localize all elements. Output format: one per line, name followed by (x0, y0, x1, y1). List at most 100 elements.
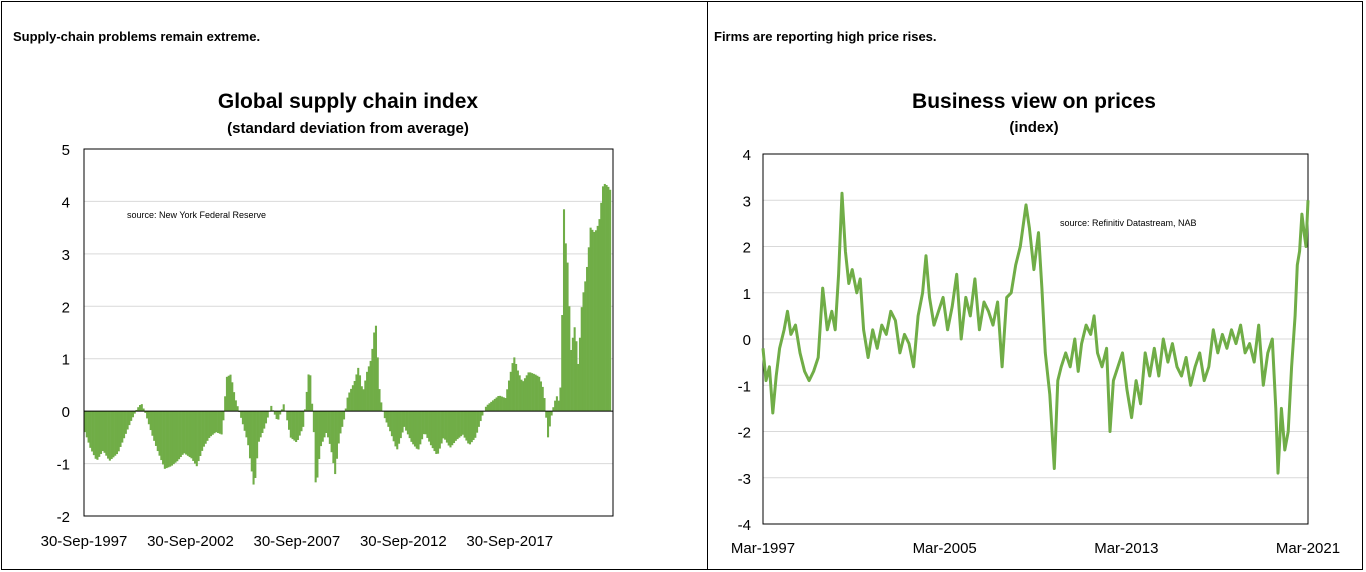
bar (240, 411, 243, 418)
x-tick-label: Mar-2021 (1276, 540, 1340, 557)
bar (227, 375, 230, 412)
bar (346, 397, 349, 412)
bar (298, 411, 301, 436)
bar (405, 411, 408, 431)
bar (426, 411, 429, 438)
bar (343, 411, 346, 420)
bar (107, 411, 110, 459)
bar (371, 348, 374, 412)
bar (121, 411, 124, 443)
bar (495, 397, 498, 412)
bar (586, 266, 589, 412)
chart-annotation: source: New York Federal Reserve (127, 210, 266, 220)
y-tick-label: -1 (738, 378, 751, 395)
bar (254, 411, 257, 478)
bar (591, 229, 594, 412)
bar (286, 411, 289, 421)
bar (506, 389, 509, 412)
bar (390, 411, 393, 437)
bar (456, 411, 459, 440)
bar (126, 411, 129, 430)
bar (337, 411, 340, 444)
bar (192, 411, 195, 461)
bar (135, 409, 138, 412)
bar (492, 400, 495, 412)
bar (350, 388, 353, 412)
bar (452, 411, 456, 444)
bar (362, 389, 365, 412)
bar (548, 411, 551, 427)
bar (394, 411, 397, 447)
bar (470, 411, 473, 443)
bar (518, 375, 521, 412)
bar (442, 411, 445, 439)
bar (357, 367, 360, 412)
bar (589, 227, 592, 412)
bar (467, 411, 470, 444)
series-line (761, 191, 1310, 475)
bar (580, 307, 583, 412)
bar (130, 411, 133, 421)
bar (415, 411, 418, 449)
bar (229, 374, 232, 412)
bar (101, 411, 104, 452)
plot-area-border (83, 148, 614, 517)
y-tick-label: 5 (62, 142, 70, 159)
bar (327, 411, 330, 438)
bar (578, 337, 582, 412)
bar (437, 411, 440, 454)
x-tick-label: Mar-1997 (731, 540, 795, 557)
bar (587, 247, 590, 412)
y-tick-label: 2 (743, 240, 751, 257)
bar (603, 183, 606, 412)
y-tick-label: -2 (738, 425, 751, 442)
bar (312, 411, 315, 433)
chart-title: Business view on prices (912, 90, 1156, 113)
bar (263, 411, 266, 429)
bar (165, 411, 168, 469)
bar (218, 411, 221, 434)
bar (463, 411, 466, 438)
bar (92, 411, 95, 456)
bar (385, 411, 388, 423)
bar (334, 411, 337, 475)
bar (87, 411, 90, 443)
bar (195, 411, 198, 467)
bar (561, 315, 564, 412)
bar (444, 411, 447, 440)
bar (295, 411, 298, 443)
y-tick-label: -2 (57, 509, 70, 526)
bar (515, 363, 518, 412)
bar (146, 411, 149, 419)
bar (318, 411, 321, 459)
bar (96, 411, 99, 460)
bar (541, 386, 544, 412)
bar (374, 325, 378, 412)
bar (98, 411, 101, 457)
bar (531, 373, 534, 412)
bar (215, 411, 218, 433)
bar (392, 411, 395, 442)
bar (245, 411, 248, 438)
bar (257, 411, 260, 442)
bar (458, 411, 461, 438)
bar (348, 392, 351, 412)
chart-subtitle: (index) (1009, 119, 1058, 136)
bar (545, 411, 548, 418)
bar (534, 374, 537, 412)
bar (183, 411, 186, 454)
x-tick-label: 30-Sep-2007 (254, 533, 341, 550)
bar (424, 411, 427, 435)
bar (321, 411, 324, 442)
bar (554, 400, 557, 412)
bar (399, 411, 402, 439)
bar (303, 409, 307, 412)
bar (160, 411, 163, 461)
bar (396, 411, 399, 450)
bar (85, 411, 88, 438)
bar (472, 411, 475, 440)
bar (387, 411, 390, 427)
bar (259, 411, 262, 438)
bar (112, 411, 115, 458)
y-tick-label: -3 (738, 471, 751, 488)
